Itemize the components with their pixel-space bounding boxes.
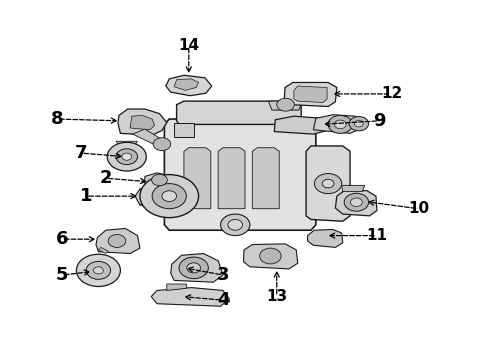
Circle shape <box>187 263 200 273</box>
Text: 2: 2 <box>99 169 112 187</box>
Text: 9: 9 <box>373 112 386 130</box>
Text: 1: 1 <box>80 187 93 205</box>
Polygon shape <box>184 148 211 209</box>
Circle shape <box>108 234 126 247</box>
Polygon shape <box>151 288 229 306</box>
Circle shape <box>94 267 103 274</box>
Polygon shape <box>130 116 155 130</box>
Text: 4: 4 <box>217 291 229 309</box>
Circle shape <box>116 149 138 165</box>
Polygon shape <box>135 185 176 205</box>
Text: 6: 6 <box>55 230 68 248</box>
Polygon shape <box>294 86 327 103</box>
Circle shape <box>179 257 208 279</box>
Circle shape <box>315 174 342 194</box>
Polygon shape <box>342 185 365 192</box>
Circle shape <box>344 193 368 211</box>
Circle shape <box>228 220 243 230</box>
Polygon shape <box>111 162 143 167</box>
Circle shape <box>322 179 334 188</box>
Polygon shape <box>174 79 198 90</box>
Circle shape <box>122 153 132 160</box>
Polygon shape <box>171 253 223 282</box>
Polygon shape <box>98 247 108 253</box>
Polygon shape <box>167 284 186 291</box>
Circle shape <box>354 121 363 127</box>
Polygon shape <box>308 229 343 247</box>
Circle shape <box>162 191 176 202</box>
Polygon shape <box>314 115 365 134</box>
Circle shape <box>328 116 352 134</box>
Polygon shape <box>116 141 138 144</box>
Text: 7: 7 <box>75 144 88 162</box>
Polygon shape <box>164 119 316 230</box>
Circle shape <box>76 254 121 287</box>
Circle shape <box>140 175 198 218</box>
Text: 5: 5 <box>55 266 68 284</box>
Polygon shape <box>140 187 167 190</box>
Polygon shape <box>133 129 167 146</box>
Polygon shape <box>284 82 337 107</box>
Circle shape <box>334 120 346 129</box>
Circle shape <box>220 214 250 235</box>
Circle shape <box>349 117 368 131</box>
Text: 3: 3 <box>217 266 229 284</box>
Circle shape <box>152 174 167 186</box>
Circle shape <box>277 98 294 111</box>
Text: 10: 10 <box>408 201 429 216</box>
Polygon shape <box>176 101 301 125</box>
Circle shape <box>107 142 147 171</box>
Circle shape <box>260 248 281 264</box>
Polygon shape <box>218 148 245 209</box>
Polygon shape <box>79 267 118 274</box>
Circle shape <box>153 138 171 150</box>
Polygon shape <box>174 123 194 137</box>
Polygon shape <box>335 190 377 216</box>
Polygon shape <box>140 204 167 207</box>
Polygon shape <box>244 244 298 269</box>
Circle shape <box>350 198 362 207</box>
Text: 14: 14 <box>178 38 199 53</box>
Polygon shape <box>269 101 303 110</box>
Polygon shape <box>274 116 329 134</box>
Text: 12: 12 <box>381 86 402 102</box>
Polygon shape <box>252 148 279 209</box>
Polygon shape <box>96 228 140 253</box>
Text: 11: 11 <box>367 228 388 243</box>
Circle shape <box>152 184 186 209</box>
Circle shape <box>86 261 111 279</box>
Polygon shape <box>306 146 350 221</box>
Text: 13: 13 <box>266 289 287 304</box>
Polygon shape <box>118 109 167 135</box>
Polygon shape <box>166 75 212 96</box>
Polygon shape <box>145 173 174 187</box>
Text: 8: 8 <box>50 110 63 128</box>
